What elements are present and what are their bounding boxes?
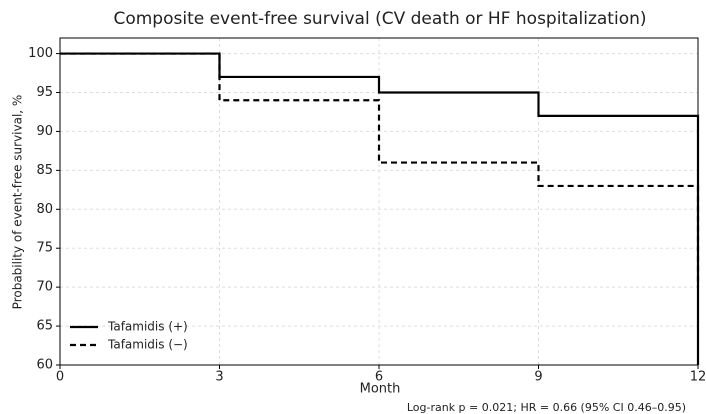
x-axis-label: Month (360, 382, 401, 397)
survival-line (60, 52, 700, 365)
y-tick-label: 95 (36, 85, 53, 100)
x-tick-label: 3 (215, 370, 223, 385)
x-tick-label: 9 (534, 370, 542, 385)
y-tick-label: 70 (36, 280, 53, 295)
y-tick-label: 100 (28, 46, 53, 61)
survival-line (60, 52, 700, 288)
y-tick-label: 80 (36, 202, 53, 217)
x-tick-label: 12 (690, 370, 706, 385)
y-tick-label: 75 (36, 241, 53, 256)
annotation: Log-rank p = 0.021; HR = 0.66 (95% CI 0.… (407, 401, 686, 414)
x-tick-label: 0 (56, 370, 64, 385)
y-axis-label: Probability of event-free survival, % (11, 95, 25, 310)
legend-label: Tafamidis (+) (107, 320, 188, 334)
y-tick-label: 90 (36, 124, 53, 139)
y-tick-label: 85 (36, 163, 53, 178)
legend-label: Tafamidis (−) (107, 338, 188, 352)
x-tick-label: 6 (375, 370, 383, 385)
chart-title: Composite event-free survival (CV death … (113, 9, 646, 29)
y-tick-label: 60 (36, 358, 53, 373)
y-tick-label: 65 (36, 319, 53, 334)
